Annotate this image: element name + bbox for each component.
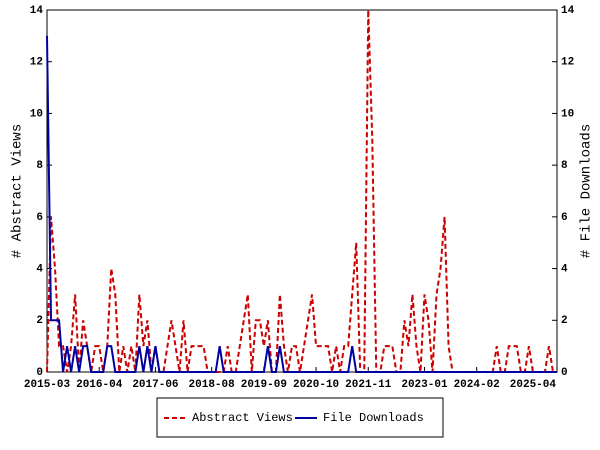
y-tick-label: 4 [36,263,43,275]
x-tick-label: 2025-04 [510,379,557,391]
x-tick-label: 2021-11 [345,379,392,391]
series-line [46,9,557,373]
x-tick-label: 2023-01 [401,379,448,391]
x-tick-label: 2019-09 [241,379,287,391]
x-tick-label: 2016-04 [76,379,123,391]
y-tick-label: 14 [30,5,44,17]
y2-tick-label: 0 [561,367,568,379]
x-tick-label: 2020-10 [293,379,339,391]
y-tick-label: 6 [36,212,43,224]
x-tick-label: 2017-06 [132,379,178,391]
y-tick-label: 12 [30,57,43,69]
y-tick-label: 8 [36,160,43,172]
x-tick-label: 2015-03 [24,379,71,391]
y2-tick-label: 12 [561,57,574,69]
y2-tick-label: 4 [561,263,568,275]
legend-label: Abstract Views [192,411,293,425]
plot-frame [46,9,558,373]
legend-label: File Downloads [323,411,424,425]
y-tick-label: 2 [36,315,43,327]
y2-tick-label: 14 [561,5,575,17]
y-axis-label: # Abstract Views [10,124,26,258]
x-tick-label: 2018-08 [189,379,236,391]
x-tick-label: 2024-02 [454,379,500,391]
y2-tick-label: 10 [561,108,574,120]
y-tick-label: 0 [36,367,43,379]
y2-tick-label: 8 [561,160,568,172]
y-tick-label: 10 [30,108,43,120]
y2-axis-label: # File Downloads [579,124,595,258]
y2-tick-label: 6 [561,212,568,224]
series-line [46,35,557,373]
y2-tick-label: 2 [561,315,568,327]
